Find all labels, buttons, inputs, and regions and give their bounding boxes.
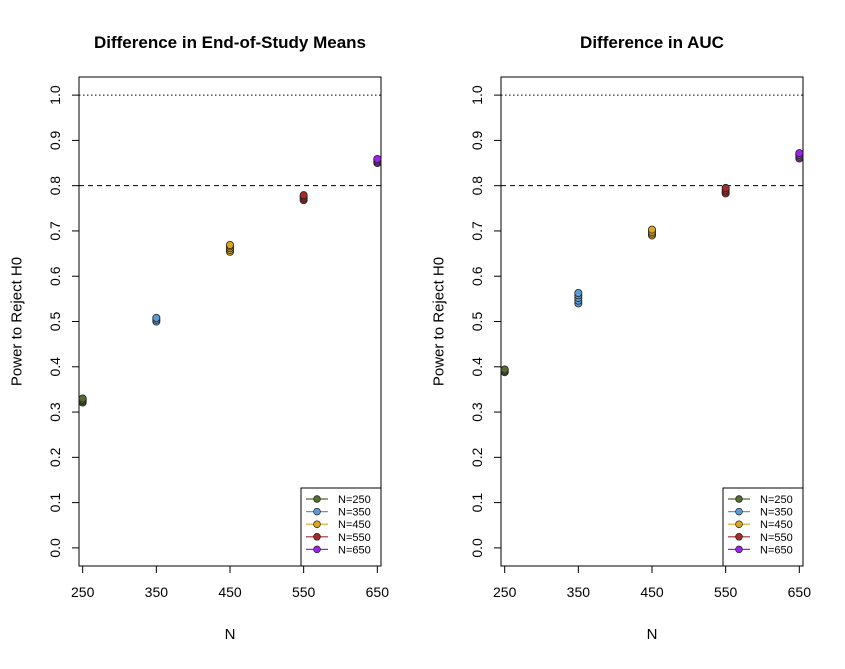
y-tick-label: 0.9 bbox=[47, 130, 63, 150]
legend-label: N=350 bbox=[338, 507, 371, 519]
legend-swatch-point bbox=[313, 545, 321, 554]
y-tick-label: 0.1 bbox=[47, 493, 63, 513]
series-n-450 bbox=[648, 225, 657, 240]
y-tick-label: 0.2 bbox=[47, 447, 63, 467]
data-point bbox=[574, 288, 583, 297]
legend-swatch-point bbox=[735, 520, 743, 528]
x-tick-label: 650 bbox=[788, 584, 812, 600]
data-point bbox=[299, 191, 308, 200]
chart-title: Difference in AUC bbox=[580, 33, 724, 52]
y-tick-label: 0.3 bbox=[47, 402, 63, 422]
y-tick-label: 0.1 bbox=[469, 493, 485, 513]
y-tick-label: 0.5 bbox=[47, 312, 63, 332]
y-tick-label: 0.8 bbox=[469, 176, 485, 196]
legend-label: N=450 bbox=[338, 519, 371, 531]
legend-swatch-point bbox=[735, 545, 743, 554]
legend-label: N=650 bbox=[760, 544, 793, 556]
legend-swatch-point bbox=[313, 520, 321, 528]
legend-label: N=550 bbox=[338, 532, 371, 544]
x-tick-label: 550 bbox=[714, 584, 738, 600]
series-n-450 bbox=[225, 240, 234, 256]
legend-label: N=550 bbox=[760, 532, 793, 544]
chart-panel-1: Difference in End-of-Study Means 250 350 45… bbox=[9, 33, 390, 643]
legend-label: N=250 bbox=[760, 494, 793, 506]
data-point bbox=[648, 225, 657, 234]
series-n-350 bbox=[152, 313, 161, 326]
y-tick-label: 0.4 bbox=[469, 357, 485, 377]
y-tick-label: 0.7 bbox=[47, 221, 63, 241]
x-axis-title: N bbox=[647, 626, 658, 643]
y-tick-label: 0.6 bbox=[47, 266, 63, 286]
y-tick-label: 0.2 bbox=[469, 447, 485, 467]
y-tick-label: 0.5 bbox=[469, 312, 485, 332]
chart-panel-2: Difference in AUC 250 350 450 550 650 0.0 0.1 0.… bbox=[431, 33, 812, 643]
x-tick-label: 450 bbox=[218, 584, 242, 600]
legend-label: N=450 bbox=[760, 519, 793, 531]
data-point bbox=[225, 240, 234, 249]
y-axis-title: Power to Reject H0 bbox=[431, 257, 448, 386]
series-n-650 bbox=[795, 149, 804, 163]
series-n-550 bbox=[299, 191, 308, 205]
x-tick-label: 250 bbox=[493, 584, 517, 600]
y-tick-label: 0.9 bbox=[469, 130, 485, 150]
x-axis-title: N bbox=[225, 626, 236, 643]
legend-label: N=350 bbox=[760, 507, 793, 519]
y-tick-label: 0.7 bbox=[469, 221, 485, 241]
y-tick-label: 0.3 bbox=[469, 402, 485, 422]
legend-box bbox=[722, 487, 804, 567]
y-axis-title: Power to Reject H0 bbox=[9, 257, 26, 386]
series-n-550 bbox=[721, 183, 730, 198]
series-n-250 bbox=[78, 394, 87, 407]
chart-title: Difference in End-of-Study Means bbox=[94, 33, 366, 52]
y-tick-label: 1.0 bbox=[469, 85, 485, 105]
y-tick-label: 0.6 bbox=[469, 266, 485, 286]
data-point bbox=[721, 183, 730, 192]
legend-swatch-point bbox=[735, 495, 743, 503]
legend-swatch-point bbox=[735, 533, 743, 541]
x-tick-label: 350 bbox=[567, 584, 591, 600]
y-tick-label: 0.0 bbox=[469, 538, 485, 558]
y-tick-label: 0.8 bbox=[47, 176, 63, 196]
legend-label: N=650 bbox=[338, 544, 371, 556]
y-tick-label: 0.0 bbox=[47, 538, 63, 558]
series-n-250 bbox=[500, 365, 509, 377]
x-tick-label: 550 bbox=[292, 584, 316, 600]
legend-swatch-point bbox=[313, 507, 321, 516]
data-point bbox=[500, 365, 509, 374]
legend-swatch-point bbox=[313, 533, 321, 541]
data-point bbox=[152, 313, 161, 322]
series-n-350 bbox=[574, 288, 583, 308]
x-tick-label: 450 bbox=[640, 584, 664, 600]
legend-swatch-point bbox=[313, 495, 321, 503]
legend-swatch-point bbox=[735, 507, 743, 516]
series-n-650 bbox=[373, 154, 382, 168]
data-point bbox=[795, 149, 804, 158]
x-tick-label: 250 bbox=[71, 584, 95, 600]
legend-label: N=250 bbox=[338, 494, 371, 506]
x-tick-label: 650 bbox=[366, 584, 390, 600]
data-point bbox=[78, 394, 87, 403]
y-tick-label: 0.4 bbox=[47, 357, 63, 377]
x-tick-label: 350 bbox=[145, 584, 169, 600]
y-tick-label: 1.0 bbox=[47, 85, 63, 105]
data-point bbox=[373, 154, 382, 163]
